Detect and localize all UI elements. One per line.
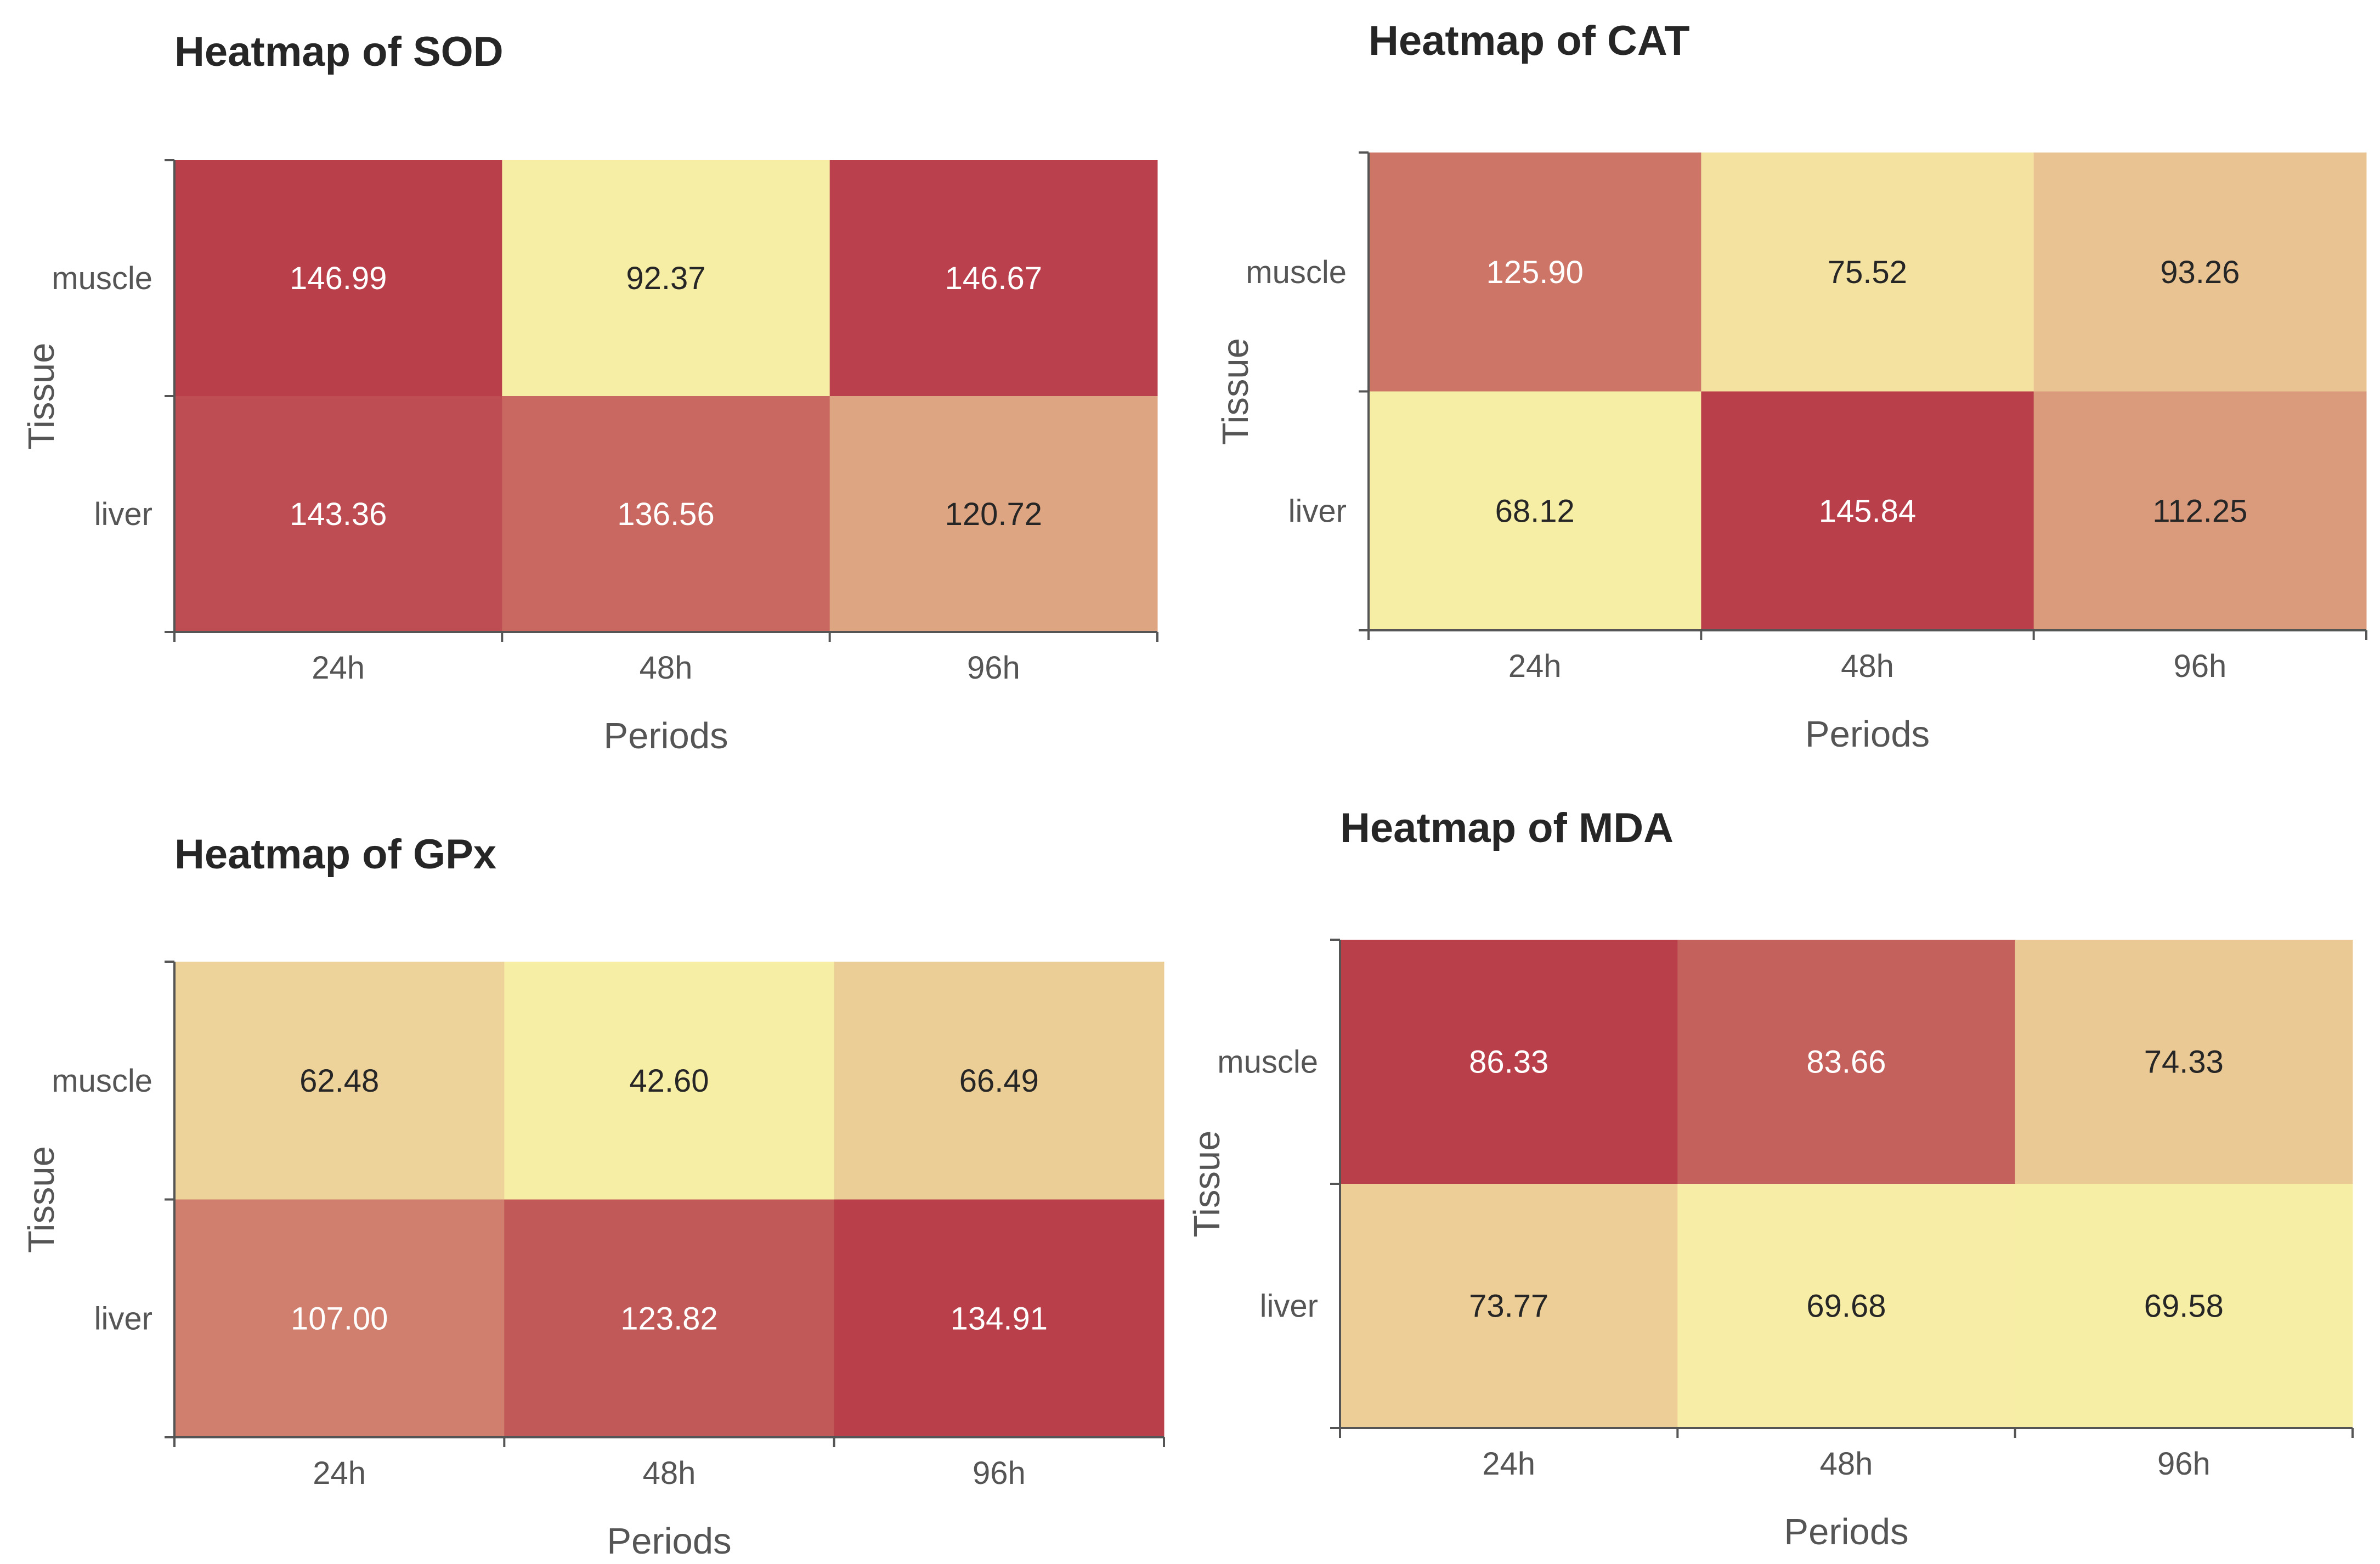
heatmap-panel-3: Heatmap of GPx 62.48 42.60 66.49 107.00 123.8… (21, 831, 1165, 1562)
heatmap-cell (174, 396, 502, 633)
cell-value-label: 83.66 (1806, 1044, 1886, 1080)
heatmap-cell (1369, 391, 1701, 631)
y-tick-label: muscle (52, 1063, 152, 1099)
heatmap-cell (502, 160, 830, 397)
cell-value-label: 145.84 (1819, 493, 1916, 529)
heatmap-cell (1677, 940, 2016, 1184)
cell-value-label: 69.58 (2144, 1289, 2224, 1324)
heatmap-cell (502, 396, 830, 633)
x-tick-label: 24h (1508, 648, 1562, 684)
cell-value-label: 107.00 (291, 1301, 388, 1336)
cell-value-label: 92.37 (626, 261, 705, 296)
x-tick-label: 48h (640, 650, 693, 686)
heatmap-panel-2: Heatmap of CAT 125.90 75.52 93.26 68.12 145.8… (1215, 18, 2367, 755)
cell-value-label: 146.67 (945, 261, 1042, 296)
y-tick-label: muscle (1217, 1044, 1318, 1080)
cell-value-label: 68.12 (1495, 493, 1575, 529)
cell-value-label: 75.52 (1828, 255, 1907, 290)
y-axis-label: Tissue (1186, 1131, 1228, 1238)
x-tick-label: 24h (312, 650, 365, 686)
x-tick-label: 96h (973, 1455, 1026, 1491)
y-tick-label: muscle (52, 261, 152, 296)
y-axis-label: Tissue (21, 1146, 62, 1253)
heatmap-cell (834, 962, 1164, 1200)
cell-value-label: 112.25 (2152, 493, 2247, 529)
y-tick-label: muscle (1246, 255, 1347, 290)
cell-value-label: 73.77 (1469, 1289, 1548, 1324)
heatmap-cell (504, 1199, 835, 1438)
chart-title: Heatmap of MDA (1340, 805, 1674, 851)
heatmap-cell (174, 160, 502, 397)
heatmap-cell (829, 396, 1158, 633)
heatmap-cell (174, 1199, 505, 1438)
x-tick-label: 24h (1482, 1446, 1535, 1482)
y-tick-label: liver (94, 1301, 152, 1336)
x-axis-label: Periods (603, 715, 728, 756)
y-axis-label: Tissue (21, 343, 62, 450)
y-tick-label: liver (1288, 493, 1347, 529)
heatmap-cell (2033, 153, 2367, 392)
cell-value-label: 74.33 (2144, 1044, 2224, 1080)
heatmap-cell (1340, 1184, 1678, 1429)
x-tick-label: 96h (2157, 1446, 2211, 1482)
cell-value-label: 143.36 (290, 496, 387, 532)
cell-value-label: 62.48 (299, 1063, 379, 1099)
x-tick-label: 48h (1820, 1446, 1873, 1482)
chart-title: Heatmap of GPx (174, 831, 496, 878)
heatmap-cell (2033, 391, 2367, 631)
cell-value-label: 146.99 (290, 261, 387, 296)
x-axis-label: Periods (1805, 714, 1930, 755)
cell-value-label: 86.33 (1469, 1044, 1548, 1080)
y-axis-label: Tissue (1215, 338, 1256, 445)
heatmap-cell (1340, 940, 1678, 1184)
heatmap-cell (1677, 1184, 2016, 1429)
heatmap-cell (2015, 940, 2353, 1184)
cell-value-label: 66.49 (959, 1063, 1039, 1099)
heatmap-cell (834, 1199, 1164, 1438)
cell-value-label: 120.72 (945, 496, 1042, 532)
chart-title: Heatmap of SOD (174, 29, 504, 75)
heatmap-cell (2015, 1184, 2353, 1429)
heatmap-cell (829, 160, 1158, 397)
cell-value-label: 93.26 (2160, 255, 2240, 290)
y-tick-label: liver (1260, 1289, 1318, 1324)
heatmap-cell (1701, 153, 2034, 392)
cell-value-label: 123.82 (620, 1301, 717, 1336)
cell-value-label: 42.60 (629, 1063, 709, 1099)
x-tick-label: 48h (643, 1455, 696, 1491)
chart-title: Heatmap of CAT (1369, 18, 1690, 64)
cell-value-label: 69.68 (1806, 1289, 1886, 1324)
x-axis-label: Periods (607, 1521, 731, 1562)
heatmap-cell (1701, 391, 2034, 631)
heatmap-panel-4: Heatmap of MDA 86.33 83.66 74.33 73.77 69.68 6… (1186, 805, 2354, 1552)
heatmap-cell (504, 962, 835, 1200)
heatmap-cell (174, 962, 505, 1200)
x-tick-label: 24h (313, 1455, 366, 1491)
heatmap-panel-1: Heatmap of SOD 146.99 92.37 146.67 143.36 136… (21, 29, 1158, 756)
x-axis-label: Periods (1784, 1511, 1908, 1552)
cell-value-label: 136.56 (617, 496, 714, 532)
heatmap-cell (1369, 153, 1701, 392)
x-tick-label: 48h (1841, 648, 1894, 684)
y-tick-label: liver (94, 496, 152, 532)
x-tick-label: 96h (2173, 648, 2226, 684)
x-tick-label: 96h (967, 650, 1020, 686)
cell-value-label: 125.90 (1486, 255, 1583, 290)
cell-value-label: 134.91 (951, 1301, 1048, 1336)
